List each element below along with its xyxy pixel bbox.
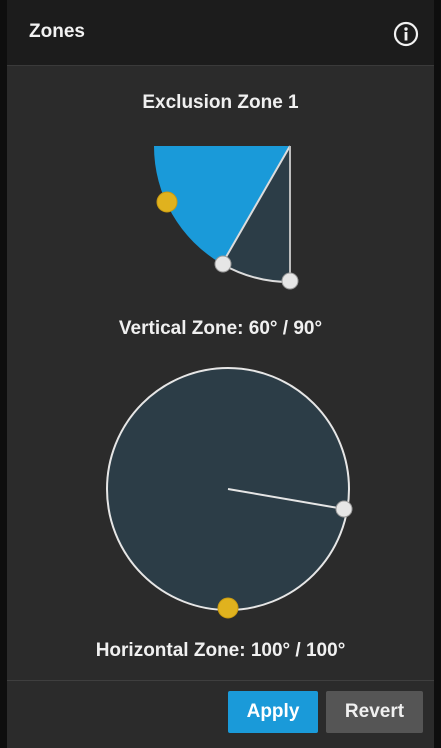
zone-name: Exclusion Zone 1 — [142, 92, 299, 113]
panel-header: Zones — [7, 0, 434, 66]
vertical-zone-excluded-sector — [153, 146, 290, 264]
vertical-zone-label: Vertical Zone: 60° / 90° — [118, 318, 323, 339]
zones-panel: Zones Exclusion Zone 1 Vertical Zone: 60… — [7, 0, 434, 748]
revert-button[interactable]: Revert — [326, 691, 423, 733]
horizontal-zone-label: Horizontal Zone: 100° / 100° — [95, 640, 346, 661]
vertical-zone-edge-line — [221, 145, 291, 265]
horizontal-zone-yellow-handle[interactable] — [217, 597, 239, 619]
info-icon[interactable] — [393, 21, 419, 47]
vertical-zone-yellow-handle[interactable] — [156, 191, 178, 213]
apply-button[interactable]: Apply — [228, 691, 318, 733]
vertical-zone-remaining-wedge — [222, 146, 290, 283]
vertical-zone-max-handle[interactable] — [281, 272, 299, 290]
horizontal-zone-angle-handle[interactable] — [335, 500, 353, 518]
horizontal-zone-control — [106, 367, 353, 619]
panel-footer: Apply Revert — [7, 680, 434, 748]
vertical-zone-control — [153, 145, 299, 290]
panel-title: Zones — [29, 21, 85, 42]
horizontal-zone-pointer-line — [227, 488, 345, 510]
vertical-zone-angle-handle[interactable] — [214, 255, 232, 273]
